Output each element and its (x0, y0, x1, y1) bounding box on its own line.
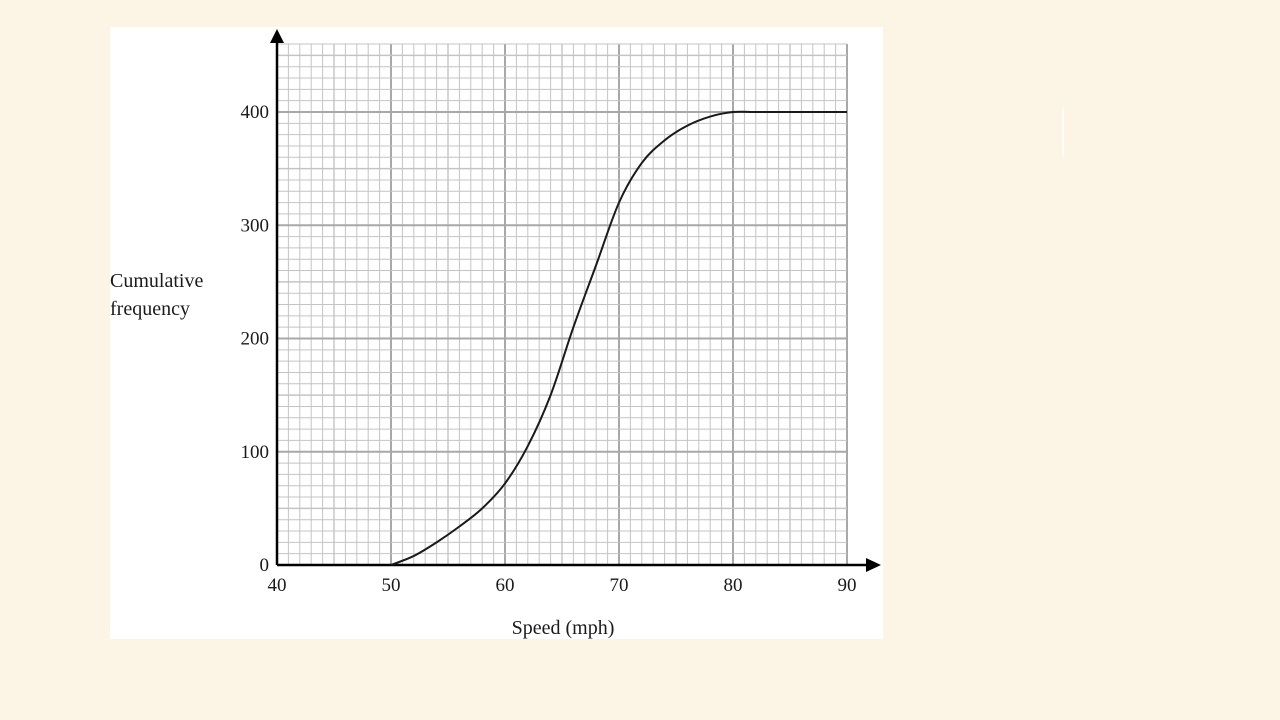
x-tick-label: 70 (610, 575, 629, 596)
y-axis-label-line2: frequency (110, 298, 190, 320)
x-tick-label: 40 (268, 575, 287, 596)
y-tick-label: 200 (241, 329, 270, 350)
cumulative-frequency-chart: 40 50 60 70 80 90 0 100 200 300 400 Speed (mph) Cu… (110, 29, 881, 639)
x-tick-label: 60 (496, 575, 515, 596)
y-axis-label-line1: Cumulative (110, 270, 203, 292)
axes (270, 29, 881, 572)
x-axis-arrow (866, 558, 881, 572)
y-tick-label: 100 (241, 442, 270, 463)
x-tick-label: 90 (838, 575, 857, 596)
tick-labels: 40 50 60 70 80 90 0 100 200 300 400 (241, 102, 857, 596)
chart-panel: 40 50 60 70 80 90 0 100 200 300 400 Speed (mph) Cu… (110, 27, 883, 639)
y-tick-label: 400 (241, 102, 270, 123)
x-tick-label: 50 (382, 575, 401, 596)
faint-mark (1062, 108, 1064, 156)
y-axis-arrow (270, 29, 284, 43)
cumulative-frequency-curve (390, 110, 847, 566)
grid (276, 43, 848, 566)
y-tick-label: 0 (260, 555, 270, 576)
x-tick-label: 80 (724, 575, 743, 596)
curve-layer (390, 110, 847, 566)
x-axis-label: Speed (mph) (512, 617, 615, 639)
y-tick-label: 300 (241, 215, 270, 236)
